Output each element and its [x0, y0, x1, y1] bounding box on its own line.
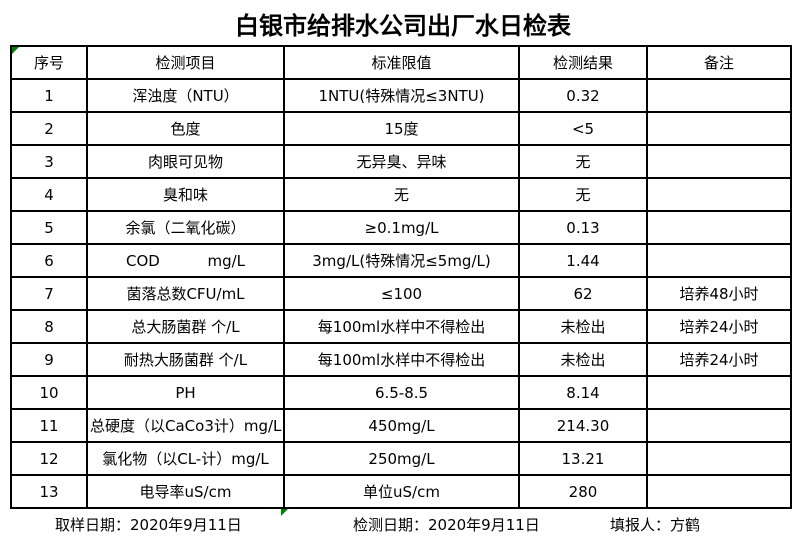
cell-limit[interactable]: 单位uS/cm	[283, 474, 520, 509]
cell-item[interactable]: 氯化物（以CL-计）mg/L	[86, 441, 285, 476]
table-row: 8 总大肠菌群 个/L 每100ml水样中不得检出 未检出 培养24小时	[10, 309, 792, 344]
table-row: 3 肉眼可见物 无异臭、异味 无	[10, 144, 792, 179]
cell-no[interactable]: 7	[10, 276, 88, 311]
cell-item[interactable]: PH	[86, 375, 285, 410]
table-row: 12 氯化物（以CL-计）mg/L 250mg/L 13.21	[10, 441, 792, 476]
cell-no[interactable]: 10	[10, 375, 88, 410]
header-note: 备注	[646, 45, 792, 80]
cell-item[interactable]: 肉眼可见物	[86, 144, 285, 179]
cell-result[interactable]: 214.30	[518, 408, 648, 443]
cell-no[interactable]: 9	[10, 342, 88, 377]
cell-item[interactable]: COD mg/L	[86, 243, 285, 278]
cell-no[interactable]: 4	[10, 177, 88, 212]
cell-note[interactable]	[646, 210, 792, 245]
table-row: 7 菌落总数CFU/mL ≤100 62 培养48小时	[10, 276, 792, 311]
cell-note[interactable]: 培养24小时	[646, 342, 792, 377]
cell-note[interactable]	[646, 474, 792, 509]
table-row: 11 总硬度（以CaCo3计）mg/L 450mg/L 214.30	[10, 408, 792, 443]
cell-limit[interactable]: 250mg/L	[283, 441, 520, 476]
table-row: 10 PH 6.5-8.5 8.14	[10, 375, 792, 410]
cell-result[interactable]: 0.32	[518, 78, 648, 113]
cell-note[interactable]	[646, 441, 792, 476]
table-row: 6 COD mg/L 3mg/L(特殊情况≤5mg/L) 1.44	[10, 243, 792, 278]
cell-no[interactable]: 2	[10, 111, 88, 146]
table-row: 2 色度 15度 <5	[10, 111, 792, 146]
sampling-date: 取样日期：2020年9月11日	[55, 516, 242, 534]
table-row: 13 电导率uS/cm 单位uS/cm 280	[10, 474, 792, 509]
cell-note[interactable]	[646, 111, 792, 146]
cell-no[interactable]: 6	[10, 243, 88, 278]
cell-no[interactable]: 13	[10, 474, 88, 509]
cell-item[interactable]: 总大肠菌群 个/L	[86, 309, 285, 344]
cell-item[interactable]: 臭和味	[86, 177, 285, 212]
cell-item[interactable]: 总硬度（以CaCo3计）mg/L	[86, 408, 285, 443]
cell-item[interactable]: 色度	[86, 111, 285, 146]
cell-limit[interactable]: 15度	[283, 111, 520, 146]
header-item: 检测项目	[86, 45, 285, 80]
cell-limit[interactable]: 每100ml水样中不得检出	[283, 342, 520, 377]
cell-item[interactable]: 耐热大肠菌群 个/L	[86, 342, 285, 377]
cell-limit[interactable]: ≥0.1mg/L	[283, 210, 520, 245]
cell-limit[interactable]: 无异臭、异味	[283, 144, 520, 179]
cell-result[interactable]: 0.13	[518, 210, 648, 245]
excel-cell-marker-icon	[281, 509, 288, 516]
cell-note[interactable]	[646, 408, 792, 443]
cell-result[interactable]: 无	[518, 177, 648, 212]
cell-note[interactable]: 培养24小时	[646, 309, 792, 344]
cell-limit[interactable]: 每100ml水样中不得检出	[283, 309, 520, 344]
testing-date: 检测日期：2020年9月11日	[353, 516, 540, 534]
cell-limit[interactable]: ≤100	[283, 276, 520, 311]
cell-no[interactable]: 12	[10, 441, 88, 476]
cell-result[interactable]: 280	[518, 474, 648, 509]
cell-limit[interactable]: 1NTU(特殊情况≤3NTU)	[283, 78, 520, 113]
cell-note[interactable]	[646, 243, 792, 278]
cell-no[interactable]: 11	[10, 408, 88, 443]
cell-item[interactable]: 电导率uS/cm	[86, 474, 285, 509]
cell-note[interactable]	[646, 144, 792, 179]
cell-note[interactable]	[646, 177, 792, 212]
cell-result[interactable]: 无	[518, 144, 648, 179]
cell-note[interactable]	[646, 375, 792, 410]
cell-result[interactable]: 13.21	[518, 441, 648, 476]
cell-no[interactable]: 1	[10, 78, 88, 113]
cell-item[interactable]: 菌落总数CFU/mL	[86, 276, 285, 311]
table-row: 9 耐热大肠菌群 个/L 每100ml水样中不得检出 未检出 培养24小时	[10, 342, 792, 377]
cell-no[interactable]: 8	[10, 309, 88, 344]
cell-result[interactable]: 8.14	[518, 375, 648, 410]
cell-no[interactable]: 5	[10, 210, 88, 245]
cell-result[interactable]: 62	[518, 276, 648, 311]
cell-limit[interactable]: 3mg/L(特殊情况≤5mg/L)	[283, 243, 520, 278]
excel-cell-marker-icon	[12, 47, 19, 54]
cell-note[interactable]: 培养48小时	[646, 276, 792, 311]
reporter-name: 填报人：方鹤	[610, 516, 701, 534]
header-limit: 标准限值	[283, 45, 520, 80]
header-result: 检测结果	[518, 45, 648, 80]
cell-item[interactable]: 浑浊度（NTU）	[86, 78, 285, 113]
page-title: 白银市给排水公司出厂水日检表	[235, 12, 571, 40]
cell-item[interactable]: 余氯（二氧化碳）	[86, 210, 285, 245]
cell-result[interactable]: 未检出	[518, 309, 648, 344]
cell-no[interactable]: 3	[10, 144, 88, 179]
cell-note[interactable]	[646, 78, 792, 113]
header-row: 序号 检测项目 标准限值 检测结果 备注	[10, 45, 792, 80]
cell-result[interactable]: <5	[518, 111, 648, 146]
header-no: 序号	[10, 45, 88, 80]
table-row: 1 浑浊度（NTU） 1NTU(特殊情况≤3NTU) 0.32	[10, 78, 792, 113]
cell-limit[interactable]: 450mg/L	[283, 408, 520, 443]
cell-result[interactable]: 1.44	[518, 243, 648, 278]
cell-result[interactable]: 未检出	[518, 342, 648, 377]
cell-limit[interactable]: 无	[283, 177, 520, 212]
water-inspection-table: 序号 检测项目 标准限值 检测结果 备注 1 浑浊度（NTU） 1NTU(特殊情…	[10, 45, 792, 509]
table-row: 4 臭和味 无 无	[10, 177, 792, 212]
table-row: 5 余氯（二氧化碳） ≥0.1mg/L 0.13	[10, 210, 792, 245]
cell-limit[interactable]: 6.5-8.5	[283, 375, 520, 410]
